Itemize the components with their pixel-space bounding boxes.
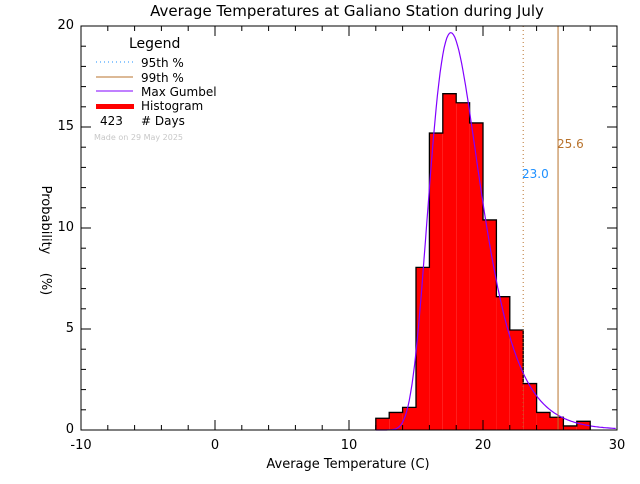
histogram-bar: [375, 418, 390, 430]
legend-99-label: 99th %: [141, 71, 184, 85]
histogram-bar: [429, 133, 443, 430]
x-tick-label: 20: [475, 438, 492, 453]
histogram-bar: [509, 330, 524, 430]
histogram-bar: [576, 421, 591, 430]
made-on-note: Made on 29 May 2025: [94, 133, 183, 142]
x-axis-label: Average Temperature (C): [266, 457, 429, 472]
x-tick-label: 0: [211, 438, 219, 453]
histogram-bar: [496, 296, 510, 430]
y-tick-label: 0: [66, 422, 74, 437]
histogram-bar: [442, 93, 457, 431]
legend-days-label: # Days: [141, 114, 185, 128]
chart-title: Average Temperatures at Galiano Station …: [150, 2, 544, 20]
p95-label: 23.0: [522, 167, 549, 181]
y-tick-label: 10: [57, 220, 74, 235]
legend-95-label: 95th %: [141, 56, 184, 70]
legend-title: Legend: [129, 36, 180, 52]
p99-label: 25.6: [557, 137, 584, 151]
x-tick-label: -10: [70, 438, 91, 453]
plot-area: [375, 26, 616, 431]
y-axis-label: Probability: [38, 186, 53, 255]
histogram-bar: [563, 425, 577, 430]
histogram-bar: [523, 383, 537, 430]
legend-histogram-swatch: [96, 104, 134, 109]
histogram-outline: [375, 93, 591, 430]
legend-gumbel-label: Max Gumbel: [141, 85, 217, 99]
histogram-bar: [416, 267, 430, 430]
y-tick-label: 5: [66, 321, 74, 336]
y-tick-label: 15: [57, 119, 74, 134]
histogram-bar: [469, 122, 483, 431]
histogram-bar: [483, 219, 497, 430]
histogram-bar: [536, 412, 550, 430]
legend-histogram-label: Histogram: [141, 99, 203, 113]
histogram-bar: [456, 102, 470, 430]
histogram-bar: [550, 417, 564, 430]
x-tick-label: 10: [341, 438, 358, 453]
x-tick-label: 30: [609, 438, 626, 453]
legend: Legend 95th % 99th % Max Gumbel Histogra…: [94, 36, 217, 142]
histogram-bar: [389, 412, 403, 430]
y-tick-label: 20: [57, 18, 74, 33]
legend-days-count: 423: [100, 114, 123, 128]
gumbel-curve: [375, 31, 616, 431]
y-axis-units: (%): [38, 273, 53, 296]
